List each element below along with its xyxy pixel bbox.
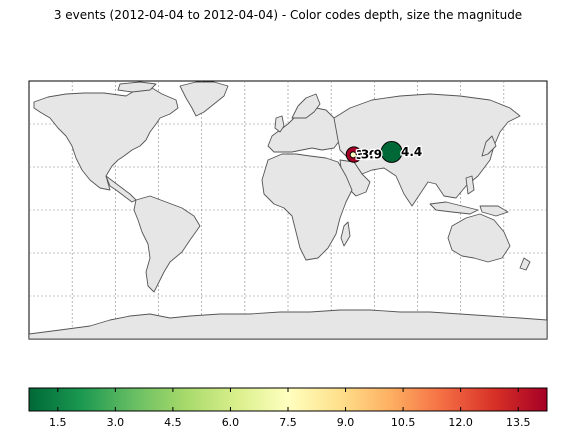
- central-america-landmass: [105, 175, 137, 203]
- colorbar-tick-label: 12.0: [448, 416, 473, 429]
- event-magnitude-label: 4.4: [401, 145, 422, 159]
- british-isles: [274, 115, 285, 133]
- colorbar-tick-label: 10.5: [391, 416, 416, 429]
- greenland-landmass: [179, 81, 229, 117]
- new-guinea-landmass: [479, 205, 509, 217]
- colorbar-ticks: 1.5 3.0 4.5 6.0 7.5 9.0 10.5 12.0 13.5: [49, 388, 530, 429]
- japan-landmass: [481, 135, 497, 157]
- earthquake-events: 3.03.9 4.4: [345, 141, 424, 163]
- colorbar-tick-label: 1.5: [49, 416, 67, 429]
- colorbar-tick-label: 6.0: [222, 416, 240, 429]
- colorbar-tick-label: 9.0: [337, 416, 355, 429]
- madagascar-landmass: [340, 221, 351, 247]
- australia-landmass: [447, 213, 511, 263]
- continents: [29, 81, 547, 339]
- scandinavia-landmass: [291, 93, 321, 119]
- indonesia-islands: [429, 201, 479, 215]
- africa-landmass: [261, 153, 353, 261]
- north-america-landmass: [33, 87, 179, 191]
- figure-title: 3 events (2012-04-04 to 2012-04-04) - Co…: [53, 8, 523, 22]
- new-zealand-landmass: [519, 257, 531, 271]
- event-marker: [349, 151, 357, 159]
- south-america-landmass: [133, 195, 201, 293]
- colorbar: 1.5 3.0 4.5 6.0 7.5 9.0 10.5 12.0 13.5: [28, 387, 548, 429]
- antarctica-landmass: [29, 309, 547, 339]
- world-map: 3.03.9 4.4: [28, 80, 548, 340]
- colorbar-tick-label: 13.5: [506, 416, 531, 429]
- event-magnitude-label: 3.0: [356, 148, 377, 162]
- colorbar-tick-label: 7.5: [279, 416, 297, 429]
- event-magnitude-label: 3.9: [361, 148, 382, 162]
- event-marker: [380, 141, 403, 163]
- colorbar-tick-label: 4.5: [164, 416, 182, 429]
- colorbar-tick-label: 3.0: [107, 416, 125, 429]
- arctic-islands: [117, 81, 157, 93]
- philippines-islands: [465, 175, 475, 195]
